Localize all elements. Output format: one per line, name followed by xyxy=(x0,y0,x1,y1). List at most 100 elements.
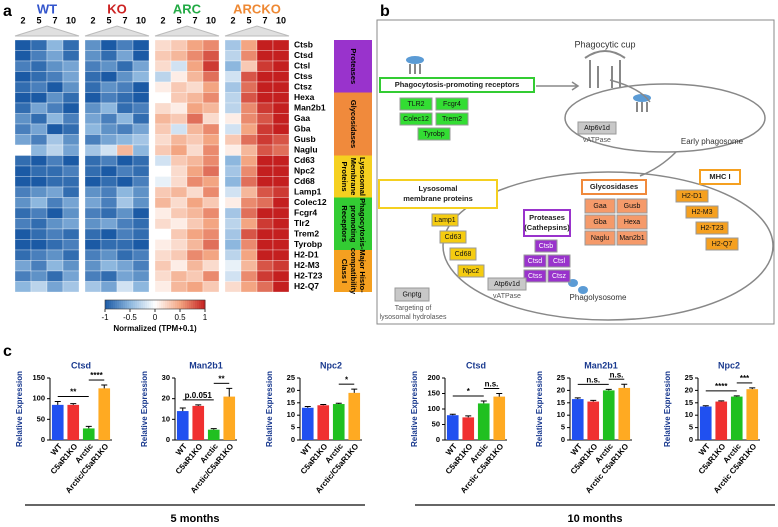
heatmap-cell xyxy=(256,207,274,219)
heatmap-cell xyxy=(46,281,64,293)
heatmap-cell xyxy=(14,165,32,177)
colorbar-swatch xyxy=(155,300,158,309)
heatmap-cell xyxy=(170,60,188,72)
heatmap-cell xyxy=(240,113,258,125)
colorbar-tick-label: 0.5 xyxy=(174,313,186,322)
heatmap-cell xyxy=(84,239,102,251)
colorbar-swatch xyxy=(183,300,186,309)
diagram-box xyxy=(534,239,558,253)
heatmap-cell xyxy=(202,60,220,72)
y-tick-label: 50 xyxy=(37,414,45,423)
bar xyxy=(746,389,759,440)
heatmap-cell xyxy=(14,228,32,240)
heatmap-cell xyxy=(84,134,102,146)
heatmap-cell xyxy=(170,102,188,114)
heatmap-cell xyxy=(154,102,172,114)
heatmap-cell xyxy=(132,218,150,230)
row-label: Lamp1 xyxy=(294,187,322,197)
heatmap-cell xyxy=(186,186,204,198)
heatmap-cell xyxy=(202,92,220,104)
colorbar-swatch xyxy=(193,300,196,309)
heatmap-cell xyxy=(14,176,32,188)
heatmap-cell xyxy=(224,249,242,261)
heatmap-cell xyxy=(256,123,274,135)
heatmap-cell xyxy=(14,60,32,72)
heatmap-cell xyxy=(62,165,80,177)
chart-title: Npc2 xyxy=(718,360,740,370)
group-label: WT xyxy=(37,1,57,16)
diagram-box xyxy=(399,97,433,111)
row-label: Cd68 xyxy=(294,176,315,186)
diagram-box xyxy=(616,198,648,214)
diagram-label: Ctsb xyxy=(539,243,554,250)
colorbar-swatch xyxy=(107,300,110,309)
colorbar-tick-label: -1 xyxy=(101,313,109,322)
column-label: 7 xyxy=(262,15,267,25)
y-axis-label: Relative Expression xyxy=(410,371,419,447)
age-wedge xyxy=(14,25,80,37)
diagram-box xyxy=(616,230,648,246)
column-label: 2 xyxy=(160,15,165,25)
diagram-box xyxy=(616,214,648,230)
heatmap-cell xyxy=(154,39,172,51)
heatmap-cell xyxy=(240,207,258,219)
heatmap-cell xyxy=(46,260,64,272)
heatmap-cell xyxy=(116,197,134,209)
heatmap-cell xyxy=(186,239,204,251)
heatmap-cell xyxy=(224,60,242,72)
diagram-box xyxy=(685,205,719,219)
heatmap-cell xyxy=(132,207,150,219)
y-tick-label: 0 xyxy=(436,435,440,444)
group-label: ARCKO xyxy=(233,1,281,16)
heatmap-cell xyxy=(256,270,274,282)
heatmap-cell xyxy=(224,134,242,146)
heatmap-cell xyxy=(272,270,290,282)
diagram-label: Atp6v1d xyxy=(494,281,520,288)
receptor-icon xyxy=(406,56,424,64)
y-tick-label: 10 xyxy=(162,414,170,423)
colorbar-tick-label: -0.5 xyxy=(123,313,137,322)
heatmap-cell xyxy=(154,92,172,104)
heatmap-cell xyxy=(116,81,134,93)
bar xyxy=(446,415,459,440)
heatmap-cell xyxy=(30,197,48,209)
significance-label: n.s. xyxy=(610,370,624,379)
y-tick-label: 0 xyxy=(166,435,170,444)
group-label: ARC xyxy=(173,1,202,16)
row-label: Gaa xyxy=(294,113,310,123)
heatmap-cell xyxy=(132,81,150,93)
colorbar-swatch xyxy=(167,300,170,309)
heatmap-cell xyxy=(186,71,204,83)
heatmap-cell xyxy=(14,134,32,146)
heatmap-cell xyxy=(256,239,274,251)
heatmap-cell xyxy=(154,186,172,198)
heatmap-cell xyxy=(256,50,274,62)
error-bar xyxy=(733,395,740,397)
diagram-box xyxy=(523,269,547,283)
heatmap-cell xyxy=(170,176,188,188)
heatmap-cell xyxy=(272,102,290,114)
row-label: Colec12 xyxy=(294,197,327,207)
heatmap-cell xyxy=(84,228,102,240)
significance-label: n.s. xyxy=(485,380,499,389)
row-label: H2-Q7 xyxy=(294,281,319,291)
heatmap-cell xyxy=(170,113,188,125)
row-group-label: Major Histo- xyxy=(358,249,367,293)
heatmap-cell xyxy=(256,176,274,188)
diagram-label: H2-D1 xyxy=(682,193,702,200)
heatmap-cell xyxy=(170,165,188,177)
y-tick-label: 15 xyxy=(557,398,565,407)
heatmap-cell xyxy=(154,239,172,251)
error-bar xyxy=(718,400,725,402)
heatmap-cell xyxy=(186,113,204,125)
colorbar-tick-label: 0 xyxy=(153,313,158,322)
heatmap-cell xyxy=(116,113,134,125)
heatmap-cell xyxy=(100,249,118,261)
error-bar xyxy=(226,387,233,397)
heatmap-cell xyxy=(84,71,102,83)
heatmap-cell xyxy=(62,218,80,230)
heatmap-cell xyxy=(132,60,150,72)
heatmap-cell xyxy=(46,176,64,188)
heatmap-cell xyxy=(62,113,80,125)
heatmap-cell xyxy=(202,281,220,293)
